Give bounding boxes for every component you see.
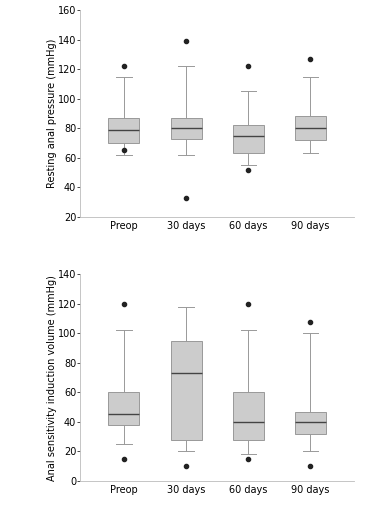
- PathPatch shape: [108, 392, 139, 425]
- PathPatch shape: [233, 125, 264, 154]
- PathPatch shape: [295, 412, 326, 434]
- PathPatch shape: [295, 116, 326, 140]
- Y-axis label: Anal sensitivity induction volume (mmHg): Anal sensitivity induction volume (mmHg): [47, 275, 57, 481]
- Y-axis label: Resting anal pressure (mmHg): Resting anal pressure (mmHg): [47, 39, 57, 188]
- PathPatch shape: [170, 118, 201, 139]
- PathPatch shape: [233, 392, 264, 439]
- PathPatch shape: [108, 118, 139, 143]
- PathPatch shape: [170, 341, 201, 439]
